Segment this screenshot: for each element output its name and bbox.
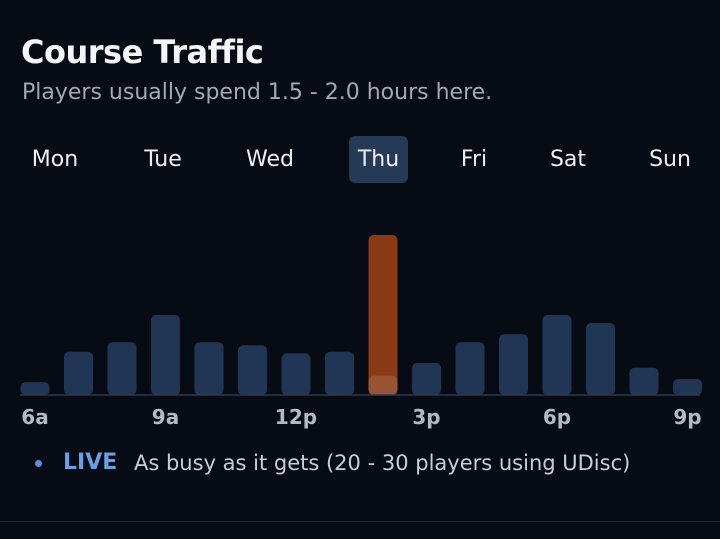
- bar-1p: [325, 351, 354, 395]
- day-tab-sat[interactable]: Sat: [549, 147, 587, 172]
- live-dot-icon: [35, 460, 42, 467]
- bar-12p: [281, 353, 311, 395]
- bar-11a: [238, 345, 267, 395]
- bar-5p: [499, 334, 528, 395]
- x-tick-9a: 9a: [152, 405, 179, 429]
- day-tab-fri[interactable]: Fri: [460, 147, 488, 172]
- x-tick-6a: 6a: [21, 405, 48, 429]
- x-tick-6p: 6p: [543, 405, 571, 429]
- bar-9p: [673, 379, 702, 395]
- day-tab-mon[interactable]: Mon: [31, 147, 79, 172]
- x-tick-3p: 3p: [412, 405, 440, 429]
- bar-4p: [455, 342, 485, 395]
- bar-3p: [412, 363, 441, 395]
- bar-usual-overlay: [368, 375, 398, 395]
- day-tab-tue[interactable]: Tue: [144, 147, 182, 172]
- bars-group: [20, 235, 702, 395]
- day-tab-wed[interactable]: Wed: [246, 147, 294, 172]
- live-status: LIVE As busy as it gets (20 - 30 players…: [0, 446, 720, 480]
- live-label: LIVE: [63, 450, 118, 475]
- bar-6a: [20, 382, 50, 395]
- bar-live-2p: [368, 235, 398, 395]
- bar-8a: [107, 342, 137, 395]
- traffic-bar-chart: 6a 9a 12p 3p 6p 9p: [20, 235, 702, 429]
- bar-10a: [194, 342, 224, 395]
- page-subtitle: Players usually spend 1.5 - 2.0 hours he…: [22, 80, 493, 105]
- bar-9a: [151, 315, 180, 395]
- day-tab-thu[interactable]: Thu: [349, 136, 408, 183]
- day-selector: Mon Tue Wed Thu Fri Sat Sun: [0, 136, 720, 184]
- bottom-divider: [0, 521, 720, 522]
- bar-8p: [629, 367, 659, 395]
- bar-7p: [586, 323, 615, 395]
- x-tick-12p: 12p: [275, 405, 317, 429]
- x-tick-labels: 6a 9a 12p 3p 6p 9p: [21, 405, 701, 429]
- bar-6p: [542, 315, 572, 395]
- day-tab-sun[interactable]: Sun: [649, 147, 691, 172]
- live-status-text: As busy as it gets (20 - 30 players usin…: [134, 451, 631, 475]
- x-tick-9p: 9p: [673, 405, 701, 429]
- page-title: Course Traffic: [21, 33, 264, 71]
- bar-7a: [64, 351, 93, 395]
